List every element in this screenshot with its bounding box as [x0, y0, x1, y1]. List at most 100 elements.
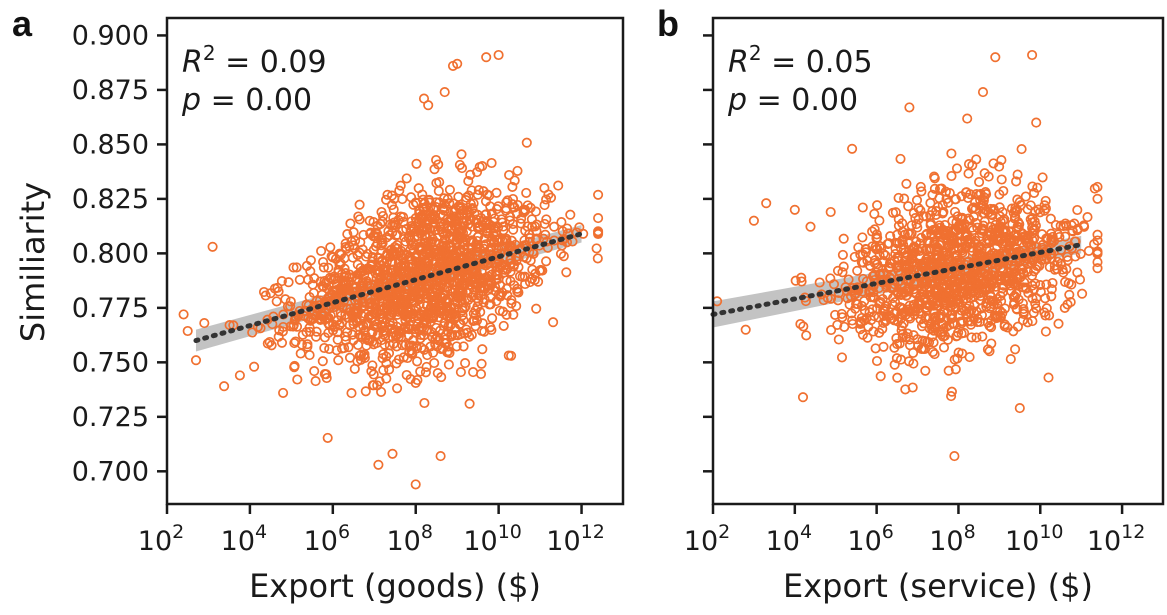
data-point [417, 202, 429, 214]
data-point [882, 289, 893, 300]
data-point [1044, 262, 1055, 273]
data-point [996, 174, 1007, 185]
data-point [964, 274, 975, 286]
data-point [593, 226, 604, 237]
data-point [319, 332, 330, 343]
data-point [471, 293, 482, 304]
data-point [408, 199, 419, 210]
data-point [947, 296, 958, 307]
data-point [400, 316, 411, 327]
data-point [924, 337, 935, 348]
data-point [539, 200, 550, 211]
x-tick-label: 108 [929, 521, 975, 557]
data-point [990, 219, 1001, 230]
data-point [911, 195, 923, 206]
data-point [429, 213, 440, 224]
data-point [468, 367, 479, 378]
data-point [1027, 316, 1038, 327]
data-point [920, 365, 931, 376]
data-point [414, 308, 425, 319]
panel-b: b 102 104 106 108 1010 1012 R2 = 0.05 p = 0.0… [657, 3, 1165, 605]
data-point [1092, 181, 1103, 192]
data-point [937, 200, 948, 211]
data-point [548, 317, 559, 328]
data-point [394, 185, 405, 196]
data-point [430, 249, 441, 260]
data-point [276, 276, 287, 287]
data-point [929, 183, 940, 194]
data-point [506, 298, 517, 309]
data-point [1052, 229, 1064, 240]
x-axis-ticks: 102 104 106 108 1010 1012 [684, 504, 1146, 557]
data-point [443, 346, 454, 357]
data-point [1049, 260, 1060, 271]
y-axis-ticks: 0.700 0.725 0.750 0.775 0.800 0.825 0.850 0.875… [72, 20, 167, 487]
data-point [317, 356, 328, 367]
data-point [986, 322, 997, 333]
data-point [507, 181, 518, 192]
data-point [405, 374, 416, 385]
data-point [475, 368, 487, 380]
data-point [984, 303, 995, 314]
data-point [933, 252, 944, 263]
data-point [1012, 169, 1023, 180]
x-tick-label: 1010 [1005, 521, 1064, 557]
data-point [458, 244, 469, 255]
data-point [1022, 204, 1033, 215]
data-point [1030, 298, 1041, 309]
data-point [406, 221, 417, 232]
data-point [533, 276, 544, 287]
data-point [447, 60, 459, 71]
data-point [401, 173, 412, 184]
data-point [967, 242, 978, 253]
y-tick-label: 0.800 [72, 238, 149, 269]
data-point [384, 364, 395, 375]
data-point [424, 223, 435, 234]
data-point [439, 272, 451, 283]
data-point [477, 344, 488, 355]
data-point [497, 306, 509, 317]
data-point [946, 148, 957, 159]
data-point [387, 307, 398, 318]
data-point [498, 221, 509, 232]
data-point [473, 185, 484, 196]
data-point [994, 161, 1005, 172]
data-point [867, 304, 878, 315]
data-point [1045, 213, 1056, 224]
data-point [445, 232, 456, 243]
data-point [1022, 317, 1033, 328]
data-point [391, 341, 402, 352]
data-point [991, 311, 1002, 322]
data-point [357, 244, 368, 255]
data-point [593, 189, 604, 200]
x-tick-label: 1012 [1087, 521, 1146, 557]
data-point [454, 226, 465, 237]
data-point [487, 313, 498, 324]
p-value-annotation: p = 0.00 [727, 83, 858, 118]
data-point [398, 216, 409, 227]
data-point [372, 220, 383, 231]
data-point [429, 164, 440, 175]
data-point [490, 286, 501, 297]
p-value-annotation: p = 0.00 [181, 83, 312, 118]
data-point [354, 329, 365, 340]
data-point [901, 178, 912, 189]
data-point [790, 275, 801, 286]
data-point [874, 269, 885, 280]
data-point [493, 49, 504, 61]
data-point [851, 298, 862, 310]
data-point [412, 374, 423, 386]
data-point [428, 203, 439, 214]
data-point [997, 287, 1008, 298]
data-point [302, 341, 313, 352]
data-point [881, 282, 892, 293]
data-point [890, 243, 901, 254]
data-point [995, 234, 1006, 245]
data-point [1053, 253, 1065, 264]
data-point [482, 227, 493, 238]
data-point [899, 281, 910, 292]
data-point [289, 362, 300, 373]
data-point [825, 206, 836, 218]
data-point [422, 350, 433, 361]
data-point [904, 334, 915, 345]
